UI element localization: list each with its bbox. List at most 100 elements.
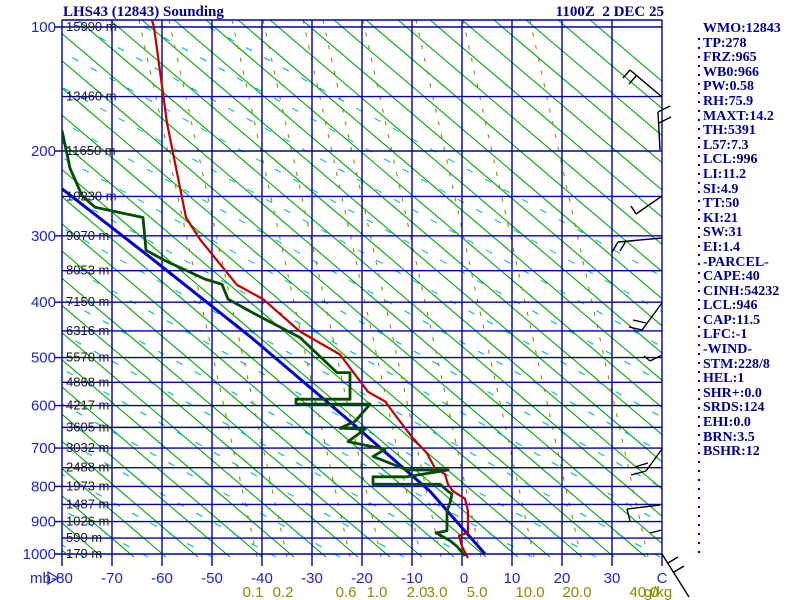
svg-text:1000: 1000	[23, 546, 56, 563]
svg-text:30: 30	[604, 570, 621, 587]
svg-text:-20: -20	[351, 570, 373, 587]
svg-text:-40: -40	[251, 570, 273, 587]
svg-text:20: 20	[554, 570, 571, 587]
chart-datetime: 1100Z 2 DEC 25	[555, 4, 664, 20]
svg-text:2.0: 2.0	[407, 584, 428, 600]
stat-line: EHI:0.0	[703, 415, 751, 431]
pressure-axis-labels: 100 200 300 400 500 600 700 800 900 1000	[23, 19, 56, 563]
svg-text:500: 500	[31, 350, 56, 367]
stat-line: TT:50	[703, 196, 740, 212]
svg-text:40.0: 40.0	[629, 584, 658, 600]
svg-text:6316 m: 6316 m	[66, 323, 109, 338]
svg-text:0: 0	[460, 570, 468, 587]
svg-text:3605 m: 3605 m	[66, 419, 109, 434]
stat-line: CAP:11.5	[703, 312, 761, 328]
svg-text:900: 900	[31, 514, 56, 531]
stat-line: FRZ:965	[703, 50, 757, 66]
svg-text:7150 m: 7150 m	[66, 294, 109, 309]
stat-line: -PARCEL-	[703, 254, 769, 270]
stat-line: STM:228/8	[703, 356, 770, 372]
wind-barbs	[611, 69, 690, 598]
stat-line: SI:4.9	[703, 181, 739, 197]
pressure-temperature-grid	[54, 19, 663, 566]
svg-text:1.0: 1.0	[367, 584, 388, 600]
dewpoint-curve	[62, 130, 467, 557]
stat-line: PW:0.58	[703, 79, 754, 95]
stat-line: BSHR:12	[703, 444, 760, 460]
svg-text:100: 100	[31, 19, 56, 36]
stat-line: SHR+:0.0	[703, 385, 762, 401]
svg-text:g/kg: g/kg	[644, 584, 672, 600]
stat-line: WB0:966	[703, 64, 759, 80]
stat-line: CINH:54232	[703, 283, 780, 299]
svg-text:-30: -30	[301, 570, 323, 587]
stat-line: HEL:1	[703, 371, 745, 387]
svg-text:8053 m: 8053 m	[66, 263, 109, 278]
svg-text:15990 m: 15990 m	[66, 19, 117, 34]
svg-text:-70: -70	[101, 570, 123, 587]
stat-line: CAPE:40	[703, 269, 760, 285]
svg-text:300: 300	[31, 228, 56, 245]
svg-text:10.0: 10.0	[515, 584, 544, 600]
svg-text:5.0: 5.0	[467, 584, 488, 600]
axis-arrow-icon	[47, 570, 60, 586]
svg-text:1026 m: 1026 m	[66, 514, 109, 529]
svg-text:9070 m: 9070 m	[66, 228, 109, 243]
svg-text:400: 400	[31, 294, 56, 311]
parcel-ascent-curve	[62, 187, 487, 555]
svg-text:3.0: 3.0	[427, 584, 448, 600]
svg-text:3032 m: 3032 m	[66, 440, 109, 455]
svg-text:4217 m: 4217 m	[66, 398, 109, 413]
svg-text:11650 m: 11650 m	[66, 143, 116, 158]
svg-text:C: C	[657, 570, 668, 587]
svg-text:20.0: 20.0	[562, 584, 591, 600]
temperature-curve	[150, 20, 470, 559]
svg-text:0.1: 0.1	[243, 584, 264, 600]
stat-line: -WIND-	[703, 342, 752, 358]
svg-text:-10: -10	[401, 570, 423, 587]
svg-text:700: 700	[31, 440, 56, 457]
stat-line: LCL:996	[703, 152, 758, 168]
svg-text:0.6: 0.6	[336, 584, 357, 600]
stat-line: LCL:946	[703, 298, 758, 314]
stat-line: L57:7.3	[703, 137, 749, 153]
svg-text:10: 10	[504, 570, 521, 587]
chart-title: LHS43 (12843) Sounding	[63, 4, 224, 20]
svg-text:200: 200	[31, 143, 56, 160]
stat-line: KI:21	[703, 210, 738, 226]
stat-line: SRDS:124	[703, 400, 765, 416]
svg-text:10230 m: 10230 m	[66, 188, 117, 203]
stat-line: BRN:3.5	[703, 429, 755, 445]
svg-text:13460 m: 13460 m	[66, 89, 117, 104]
stat-line: RH:75.9	[703, 93, 754, 109]
svg-text:-50: -50	[201, 570, 223, 587]
stat-line: LFC:-1	[703, 327, 748, 343]
svg-text:2488 m: 2488 m	[66, 460, 109, 475]
svg-text:590 m: 590 m	[66, 530, 102, 545]
svg-text:800: 800	[31, 478, 56, 495]
svg-text:179 m: 179 m	[66, 546, 102, 561]
svg-text:-60: -60	[151, 570, 173, 587]
stat-line: MAXT:14.2	[703, 108, 774, 124]
moist-adiabat-lines	[62, 20, 662, 558]
stat-line: SW:31	[703, 225, 743, 241]
svg-text:5570 m: 5570 m	[66, 350, 109, 365]
svg-text:4868 m: 4868 m	[66, 374, 109, 389]
svg-text:1487 m: 1487 m	[66, 496, 109, 511]
stat-line: WMO:12843	[703, 21, 781, 36]
height-labels: 15990 m 13460 m 11650 m 10230 m 9070 m 8053 m…	[66, 19, 117, 561]
temperature-axis-labels: -80 -70 -60 -50 -40 -30 -20 -10 0 10 20 30 C	[51, 570, 667, 587]
svg-text:-80: -80	[51, 570, 73, 587]
svg-text:600: 600	[31, 398, 56, 415]
stat-line: TP:278	[703, 35, 747, 51]
mixing-ratio-labels: 0.1 0.2 0.6 1.0 2.0 3.0 5.0 10.0 20.0 40.0g/kg	[243, 584, 673, 600]
stat-line: TH:5391	[703, 123, 756, 139]
stat-line: LI:11.2	[703, 166, 747, 182]
pressure-unit-label: mb	[30, 570, 51, 587]
svg-text:0.2: 0.2	[273, 584, 294, 600]
svg-text:1973 m: 1973 m	[66, 478, 109, 493]
stats-panel: WMO:12843 TP:278 FRZ:965 WB0:966 PW:0.58 RH:7…	[703, 21, 800, 460]
stat-line: EI:1.4	[703, 239, 740, 255]
